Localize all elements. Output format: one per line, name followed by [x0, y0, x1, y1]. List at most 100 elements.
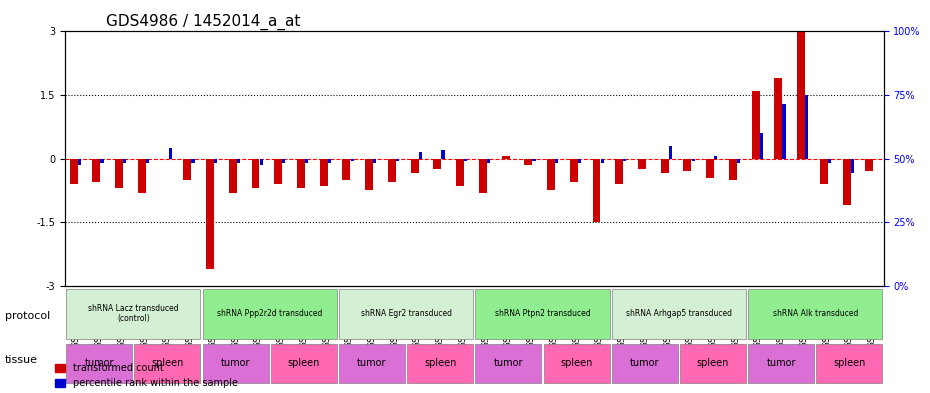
Text: tumor: tumor [357, 358, 387, 368]
Text: spleen: spleen [833, 358, 866, 368]
Bar [501, 156, 510, 159]
Text: tumor: tumor [630, 358, 659, 368]
FancyBboxPatch shape [66, 288, 200, 339]
Bar [820, 159, 828, 184]
Bar [532, 159, 536, 161]
Bar [388, 159, 396, 182]
Bar [706, 159, 714, 178]
FancyBboxPatch shape [271, 343, 337, 383]
FancyBboxPatch shape [680, 343, 746, 383]
Text: spleen: spleen [287, 358, 320, 368]
Text: shRNA Alk transduced: shRNA Alk transduced [773, 309, 858, 318]
Bar [373, 159, 377, 163]
Bar [828, 159, 831, 163]
Bar [365, 159, 373, 190]
FancyBboxPatch shape [339, 288, 473, 339]
Legend: transformed count, percentile rank within the sample: transformed count, percentile rank withi… [51, 360, 242, 392]
Bar [206, 159, 214, 269]
Text: spleen: spleen [424, 358, 457, 368]
Bar [342, 159, 351, 180]
Bar [320, 159, 327, 186]
FancyBboxPatch shape [612, 288, 746, 339]
Bar [115, 159, 123, 188]
Text: shRNA Egr2 transduced: shRNA Egr2 transduced [361, 309, 452, 318]
Bar [775, 78, 782, 159]
Bar [433, 159, 442, 169]
Bar [851, 159, 854, 173]
Bar [843, 159, 851, 205]
FancyBboxPatch shape [817, 343, 883, 383]
Bar [714, 156, 717, 159]
Text: shRNA Arhgap5 transduced: shRNA Arhgap5 transduced [626, 309, 732, 318]
Bar [547, 159, 555, 190]
Bar [214, 159, 218, 163]
FancyBboxPatch shape [749, 343, 814, 383]
FancyBboxPatch shape [612, 343, 678, 383]
Bar [555, 159, 558, 163]
Bar [737, 159, 740, 163]
FancyBboxPatch shape [135, 343, 200, 383]
Bar [305, 159, 308, 163]
Bar [592, 159, 601, 222]
FancyBboxPatch shape [475, 288, 609, 339]
Bar [168, 148, 172, 159]
Bar [525, 159, 532, 165]
Bar [418, 152, 422, 159]
Bar [237, 159, 240, 163]
Text: shRNA Ptpn2 transduced: shRNA Ptpn2 transduced [495, 309, 591, 318]
Bar [138, 159, 146, 193]
Text: tumor: tumor [85, 358, 114, 368]
Bar [729, 159, 737, 180]
Bar [351, 159, 353, 161]
Bar [760, 133, 763, 159]
Bar [123, 159, 126, 163]
Text: spleen: spleen [152, 358, 183, 368]
FancyBboxPatch shape [475, 343, 541, 383]
Text: tissue: tissue [5, 354, 37, 365]
Bar [464, 159, 468, 161]
Bar [251, 159, 259, 188]
Bar [70, 159, 77, 184]
Bar [92, 159, 100, 182]
Bar [456, 159, 464, 186]
Text: spleen: spleen [561, 358, 592, 368]
Bar [411, 159, 418, 173]
Bar [782, 103, 786, 159]
Text: spleen: spleen [697, 358, 729, 368]
FancyBboxPatch shape [749, 288, 883, 339]
Bar [578, 159, 581, 163]
Bar [192, 159, 194, 163]
Text: GDS4986 / 1452014_a_at: GDS4986 / 1452014_a_at [106, 14, 300, 30]
Text: tumor: tumor [494, 358, 524, 368]
FancyBboxPatch shape [339, 343, 405, 383]
Bar [805, 95, 808, 159]
Bar [100, 159, 103, 163]
Bar [283, 159, 286, 163]
Bar [601, 159, 604, 163]
FancyBboxPatch shape [66, 343, 132, 383]
Bar [146, 159, 149, 163]
Bar [259, 159, 263, 165]
Bar [274, 159, 282, 184]
FancyBboxPatch shape [544, 343, 609, 383]
Bar [616, 159, 623, 184]
Bar [78, 159, 81, 165]
Text: protocol: protocol [5, 311, 50, 321]
Bar [570, 159, 578, 182]
Bar [751, 91, 760, 159]
Bar [442, 150, 445, 159]
Bar [183, 159, 192, 180]
FancyBboxPatch shape [203, 288, 337, 339]
Bar [327, 159, 331, 163]
Bar [692, 159, 695, 161]
FancyBboxPatch shape [203, 343, 269, 383]
Bar [865, 159, 873, 171]
Text: shRNA Ppp2r2d transduced: shRNA Ppp2r2d transduced [217, 309, 323, 318]
Bar [229, 159, 237, 193]
Bar [669, 146, 672, 159]
Bar [797, 31, 805, 159]
Text: tumor: tumor [766, 358, 796, 368]
Bar [297, 159, 305, 188]
Text: tumor: tumor [220, 358, 250, 368]
Bar [396, 159, 399, 161]
